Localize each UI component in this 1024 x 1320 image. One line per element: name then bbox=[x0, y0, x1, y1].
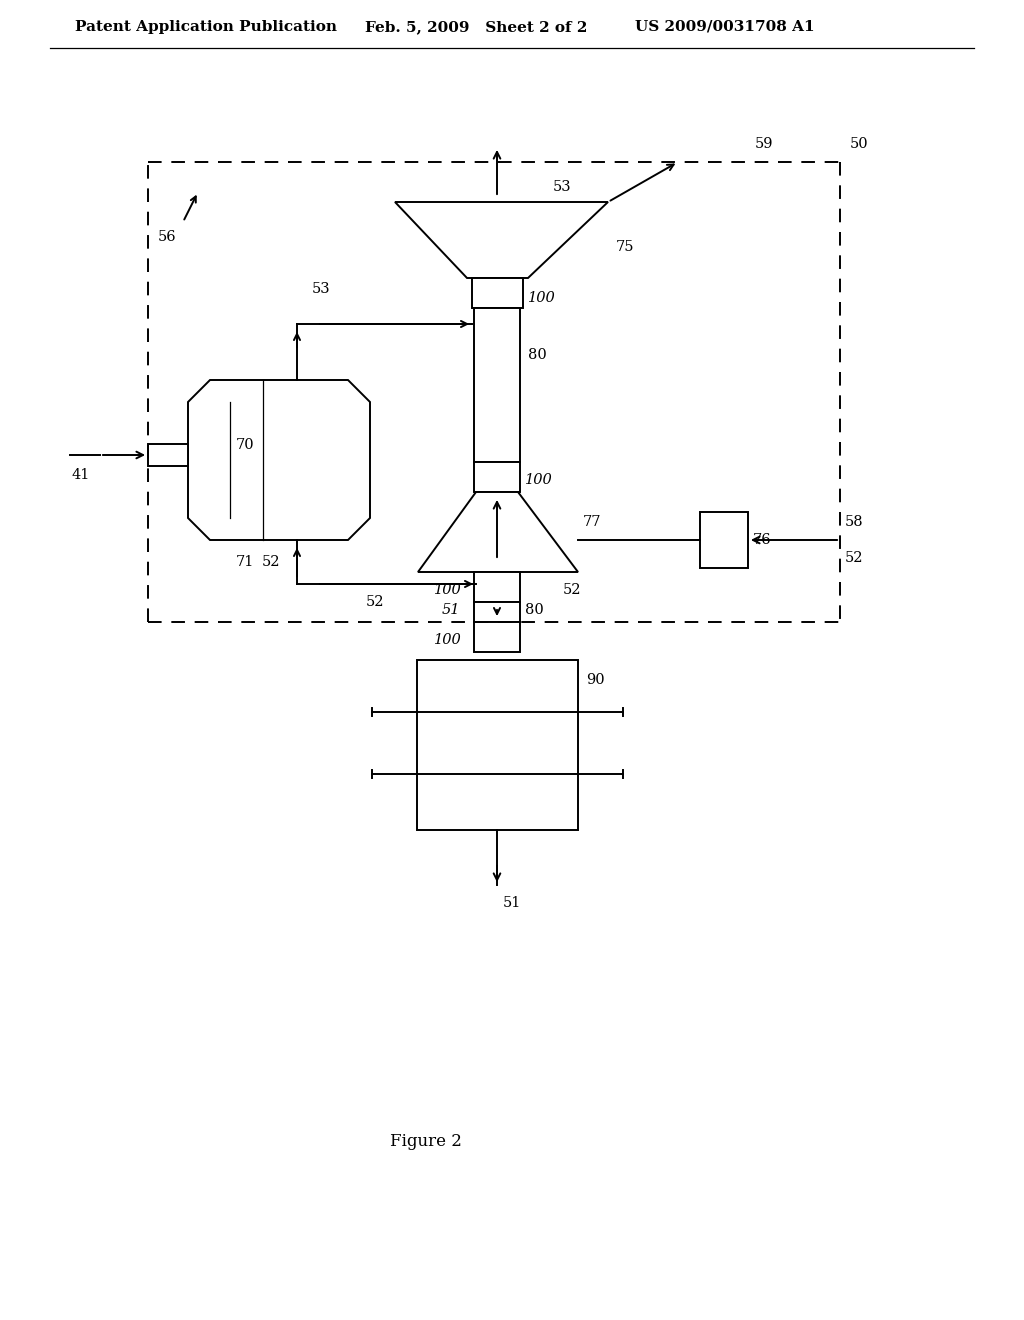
Text: 59: 59 bbox=[755, 137, 773, 150]
Text: 52: 52 bbox=[845, 550, 863, 565]
Bar bbox=[700, 512, 748, 568]
Text: 71: 71 bbox=[236, 554, 254, 569]
Text: 100: 100 bbox=[434, 583, 462, 597]
Bar bbox=[474, 572, 520, 602]
Text: 100: 100 bbox=[528, 290, 556, 305]
Text: 53: 53 bbox=[312, 282, 331, 296]
Text: 41: 41 bbox=[72, 469, 90, 482]
Text: 77: 77 bbox=[583, 515, 601, 529]
Text: Figure 2: Figure 2 bbox=[390, 1134, 462, 1151]
Bar bbox=[474, 602, 520, 622]
Polygon shape bbox=[418, 492, 578, 572]
Text: 100: 100 bbox=[434, 634, 462, 647]
Text: 70: 70 bbox=[236, 438, 255, 451]
Text: 52: 52 bbox=[366, 595, 384, 609]
Text: 90: 90 bbox=[586, 673, 604, 686]
Text: Patent Application Publication: Patent Application Publication bbox=[75, 20, 337, 34]
Text: US 2009/0031708 A1: US 2009/0031708 A1 bbox=[635, 20, 815, 34]
Bar bbox=[472, 279, 523, 308]
Bar bbox=[474, 462, 520, 492]
Text: Feb. 5, 2009   Sheet 2 of 2: Feb. 5, 2009 Sheet 2 of 2 bbox=[365, 20, 588, 34]
Text: 80: 80 bbox=[528, 348, 547, 362]
Bar bbox=[417, 660, 578, 830]
Bar bbox=[474, 622, 520, 652]
Text: 56: 56 bbox=[158, 230, 176, 244]
Bar bbox=[474, 308, 520, 462]
Text: 51: 51 bbox=[503, 896, 521, 909]
Polygon shape bbox=[395, 202, 608, 279]
Text: 51: 51 bbox=[442, 603, 461, 616]
Text: 80: 80 bbox=[525, 603, 544, 616]
Text: 75: 75 bbox=[616, 240, 635, 253]
Polygon shape bbox=[188, 380, 370, 540]
Text: 100: 100 bbox=[525, 473, 553, 487]
Text: 50: 50 bbox=[850, 137, 868, 150]
Text: 52: 52 bbox=[262, 554, 281, 569]
Text: 58: 58 bbox=[845, 515, 863, 529]
Text: 76: 76 bbox=[753, 533, 772, 546]
Text: 52: 52 bbox=[563, 583, 582, 597]
Text: 53: 53 bbox=[553, 180, 571, 194]
Bar bbox=[148, 444, 188, 466]
